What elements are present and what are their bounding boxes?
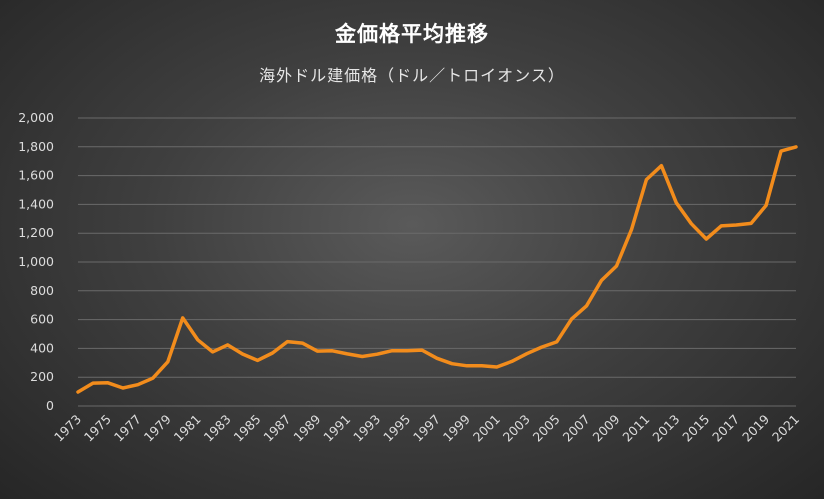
data-point xyxy=(166,360,169,363)
x-tick-label: 2009 xyxy=(590,411,623,444)
data-point xyxy=(570,318,573,321)
data-point xyxy=(346,352,349,355)
y-tick-label: 1,800 xyxy=(18,139,54,154)
data-point xyxy=(450,362,453,365)
x-tick-label: 2011 xyxy=(619,412,652,445)
data-point xyxy=(480,364,483,367)
data-point xyxy=(421,349,424,352)
y-tick-label: 200 xyxy=(30,369,54,384)
data-point xyxy=(271,352,274,355)
x-tick-label: 2015 xyxy=(679,412,712,445)
data-point xyxy=(705,237,708,240)
y-tick-label: 1,200 xyxy=(18,225,54,240)
data-point xyxy=(750,222,753,225)
x-tick-label: 2019 xyxy=(739,411,772,444)
x-tick-label: 1981 xyxy=(171,412,204,445)
data-point xyxy=(136,383,139,386)
x-tick-label: 1991 xyxy=(320,412,353,445)
data-point xyxy=(645,178,648,181)
data-point xyxy=(615,265,618,268)
data-point xyxy=(241,353,244,356)
data-point xyxy=(690,222,693,225)
series-line xyxy=(76,145,798,394)
data-point xyxy=(765,204,768,207)
y-tick-label: 400 xyxy=(30,340,54,355)
data-point xyxy=(406,349,409,352)
x-tick-label: 1995 xyxy=(380,412,413,445)
x-tick-label: 1999 xyxy=(440,411,473,444)
data-point xyxy=(376,353,379,356)
data-point xyxy=(196,338,199,341)
data-point xyxy=(795,145,798,148)
data-point xyxy=(436,357,439,360)
x-tick-label: 2017 xyxy=(709,412,742,445)
x-tick-label: 2003 xyxy=(500,412,533,445)
data-point xyxy=(720,224,723,227)
y-tick-label: 1,000 xyxy=(18,254,54,269)
x-tick-label: 2021 xyxy=(769,412,802,445)
data-point xyxy=(630,228,633,231)
x-tick-label: 2013 xyxy=(649,412,682,445)
data-point xyxy=(211,350,214,353)
data-point xyxy=(106,381,109,384)
x-tick-label: 1973 xyxy=(51,412,84,445)
x-tick-label: 1979 xyxy=(141,411,174,444)
x-tick-label: 1977 xyxy=(111,412,144,445)
data-point xyxy=(510,360,513,363)
data-point xyxy=(301,342,304,345)
x-tick-label: 1989 xyxy=(290,411,323,444)
data-point xyxy=(600,279,603,282)
chart-subtitle: 海外ドル建価格（ドル／トロイオンス） xyxy=(259,66,565,85)
y-tick-label: 2,000 xyxy=(18,110,54,125)
x-tick-label: 1985 xyxy=(231,412,264,445)
data-point xyxy=(77,391,80,394)
data-point xyxy=(465,364,468,367)
data-point xyxy=(151,377,154,380)
x-tick-label: 2005 xyxy=(530,412,563,445)
data-point xyxy=(675,201,678,204)
data-point xyxy=(121,387,124,390)
data-point xyxy=(391,349,394,352)
data-point xyxy=(91,382,94,385)
y-tick-label: 0 xyxy=(46,398,54,413)
data-point xyxy=(286,340,289,343)
data-point xyxy=(226,343,229,346)
data-point xyxy=(525,352,528,355)
data-point xyxy=(361,355,364,358)
x-tick-label: 1987 xyxy=(260,412,293,445)
data-point xyxy=(555,340,558,343)
data-point xyxy=(495,365,498,368)
data-point xyxy=(660,164,663,167)
data-point xyxy=(316,350,319,353)
y-tick-label: 600 xyxy=(30,312,54,327)
x-tick-label: 1993 xyxy=(350,412,383,445)
data-point xyxy=(735,223,738,226)
data-point xyxy=(256,359,259,362)
data-point xyxy=(540,346,543,349)
data-point xyxy=(585,304,588,307)
y-tick-label: 800 xyxy=(30,283,54,298)
data-point xyxy=(331,349,334,352)
chart-title: 金価格平均推移 xyxy=(335,22,489,46)
x-tick-label: 2001 xyxy=(470,412,503,445)
x-tick-label: 1983 xyxy=(201,412,234,445)
data-point xyxy=(181,316,184,319)
y-tick-label: 1,400 xyxy=(18,196,54,211)
data-point xyxy=(780,150,783,153)
x-tick-label: 2007 xyxy=(560,412,593,445)
x-tick-label: 1997 xyxy=(410,412,443,445)
y-tick-label: 1,600 xyxy=(18,168,54,183)
x-tick-label: 1975 xyxy=(81,412,114,445)
